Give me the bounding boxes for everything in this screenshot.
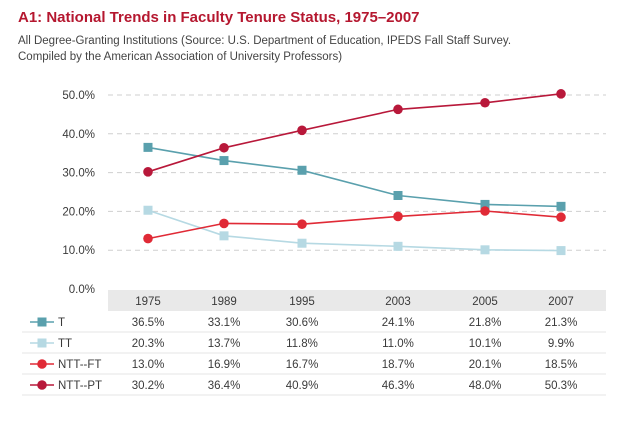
data-point	[393, 241, 403, 251]
legend-label: NTT--FT	[58, 359, 101, 371]
series-line	[147, 210, 562, 240]
data-point	[219, 218, 229, 229]
series-line	[147, 146, 562, 208]
legend-label: T	[58, 317, 65, 329]
data-label: 24.1%	[382, 317, 415, 329]
legend-swatch-marker	[37, 338, 47, 348]
x-tick-label: 2007	[548, 296, 574, 308]
x-tick-label: 1975	[135, 296, 161, 308]
legend-swatch-marker	[37, 359, 47, 369]
data-point	[143, 142, 153, 152]
data-point	[556, 212, 566, 223]
data-point	[143, 167, 153, 177]
data-point	[480, 206, 490, 216]
data-label: 20.1%	[469, 359, 502, 371]
legend-swatch-marker	[37, 380, 47, 390]
series-line	[147, 209, 562, 252]
y-tick-label: 30.0%	[62, 168, 95, 180]
x-tick-label: 2005	[472, 296, 498, 308]
data-label: 30.6%	[286, 317, 319, 329]
data-label: 10.1%	[469, 338, 502, 350]
y-tick-label: 20.0%	[62, 206, 95, 218]
data-point	[393, 190, 403, 200]
legend-label: NTT--PT	[58, 380, 102, 392]
subtitle-line-1: All Degree-Granting Institutions (Source…	[18, 35, 512, 47]
data-point	[556, 201, 566, 211]
data-point	[219, 142, 229, 153]
y-tick-label: 0.0%	[69, 284, 95, 296]
data-label: 13.7%	[208, 338, 241, 350]
data-point	[480, 97, 490, 108]
data-point	[556, 89, 566, 99]
data-point	[219, 231, 229, 241]
chart-subtitle: All Degree-Granting Institutions (Source…	[18, 33, 618, 65]
data-label: 21.8%	[469, 317, 502, 329]
data-point	[143, 205, 153, 215]
data-point	[480, 199, 490, 209]
chart-title: A1: National Trends in Faculty Tenure St…	[18, 9, 420, 26]
x-tick-label: 1995	[289, 296, 315, 308]
x-tick-label: 1989	[211, 296, 237, 308]
data-point	[143, 233, 153, 244]
data-label: 18.7%	[382, 359, 415, 371]
data-label: 46.3%	[382, 380, 415, 392]
data-label: 11.8%	[286, 338, 318, 350]
data-point	[393, 211, 403, 222]
data-point	[556, 246, 566, 256]
data-point	[393, 104, 403, 115]
data-label: 48.0%	[469, 380, 502, 392]
data-label: 36.4%	[208, 380, 241, 392]
series-line	[147, 93, 562, 173]
data-point	[297, 165, 307, 175]
y-tick-label: 50.0%	[62, 90, 95, 102]
data-label: 36.5%	[132, 317, 165, 329]
subtitle-line-2: Compiled by the American Association of …	[18, 51, 343, 63]
data-point	[297, 219, 307, 230]
data-label: 21.3%	[545, 317, 578, 329]
data-label: 16.7%	[286, 359, 319, 371]
data-label: 16.9%	[208, 359, 241, 371]
legend-label: TT	[58, 338, 72, 350]
category-header-band	[108, 290, 606, 311]
data-label: 13.0%	[132, 359, 165, 371]
data-label: 33.1%	[208, 317, 241, 329]
data-point	[297, 238, 307, 248]
data-point	[297, 125, 307, 136]
data-label: 20.3%	[132, 338, 165, 350]
y-tick-label: 10.0%	[62, 245, 95, 257]
y-tick-label: 40.0%	[62, 129, 95, 141]
data-label: 30.2%	[132, 380, 165, 392]
data-label: 9.9%	[548, 338, 574, 350]
data-label: 50.3%	[545, 380, 578, 392]
data-label: 18.5%	[545, 359, 578, 371]
data-label: 11.0%	[382, 338, 414, 350]
data-label: 40.9%	[286, 380, 319, 392]
data-point	[219, 156, 229, 166]
legend-swatch-marker	[37, 317, 47, 327]
data-point	[480, 245, 490, 255]
x-tick-label: 2003	[385, 296, 411, 308]
